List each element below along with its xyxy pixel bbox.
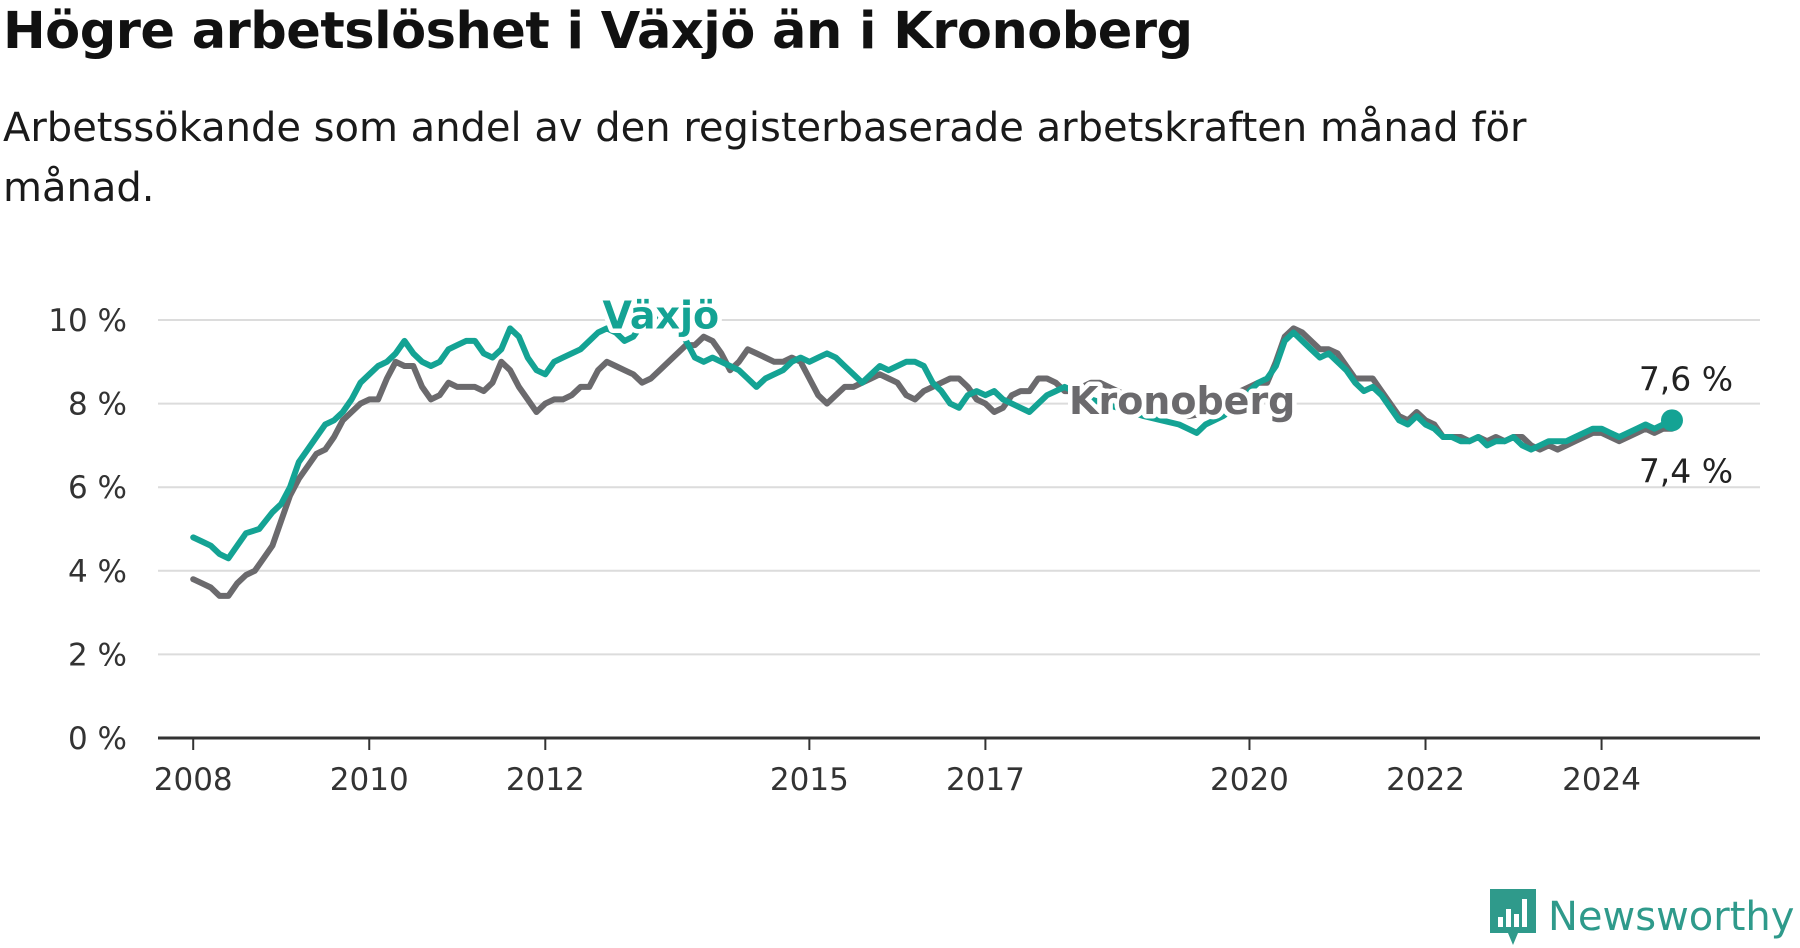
kronoberg-end-value: 7,4 % [1639, 452, 1733, 491]
x-tick-label: 2024 [1562, 762, 1641, 798]
brand-name: Newsworthy [1548, 894, 1795, 940]
y-axis: 0 % 2 % 4 % 6 % 8 % 10 % [48, 303, 127, 757]
series-label-vaxjo: Växjö [603, 293, 720, 337]
chart-title: Högre arbetslöshet i Växjö än i Kronober… [3, 2, 1193, 61]
x-tick-label: 2015 [770, 762, 849, 798]
y-tick-label: 8 % [68, 387, 127, 423]
y-tick-label: 10 % [48, 303, 127, 339]
y-tick-label: 0 % [68, 721, 127, 757]
series-labels: Växjö Kronoberg 7,6 % 7,4 % [598, 289, 1733, 491]
grid-lines [158, 319, 1760, 740]
series-label-kronoberg: Kronoberg [1069, 379, 1295, 423]
newsworthy-logo-icon [1490, 889, 1536, 945]
y-tick-label: 6 % [68, 470, 127, 506]
series-line-växjö [190, 312, 1675, 562]
line-chart: 0 % 2 % 4 % 6 % 8 % 10 % 2008 2010 2012 2015 2017… [48, 289, 1760, 798]
y-tick-label: 2 % [68, 637, 127, 673]
series-line-kronoberg [190, 325, 1675, 599]
vaxjo-end-point [1660, 409, 1683, 432]
series-lines [190, 312, 1675, 599]
x-tick-label: 2012 [506, 762, 585, 798]
y-tick-label: 4 % [68, 554, 127, 590]
brand-logo: Newsworthy [1488, 886, 1794, 948]
chart-subtitle: Arbetssökande som andel av den registerb… [3, 105, 1527, 211]
x-tick-label: 2022 [1386, 762, 1465, 798]
x-tick-label: 2020 [1210, 762, 1289, 798]
x-tick-label: 2017 [946, 762, 1025, 798]
x-tick-label: 2008 [154, 762, 233, 798]
x-tick-label: 2010 [330, 762, 409, 798]
x-axis: 2008 2010 2012 2015 2017 2020 2022 2024 [154, 738, 1641, 798]
vaxjo-end-value: 7,6 % [1639, 359, 1733, 398]
